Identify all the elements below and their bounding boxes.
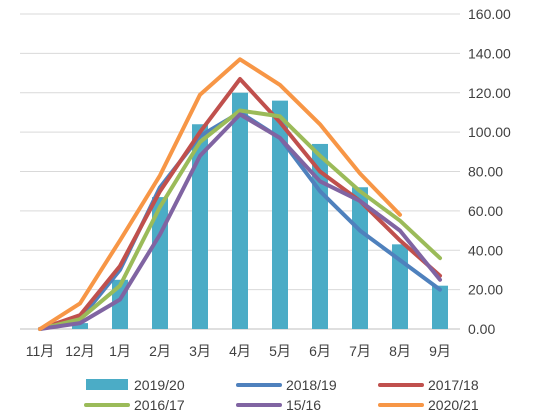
x-tick-label: 5月 — [269, 343, 291, 359]
x-tick-label: 3月 — [189, 343, 211, 359]
y-tick-label: 140.00 — [468, 45, 511, 61]
legend-label: 2016/17 — [134, 397, 185, 413]
legend-label: 2019/20 — [134, 377, 185, 393]
legend: 2019/20 2018/19 2017/18 2016/17 15/16 2020/21 — [84, 377, 479, 413]
series-line-2020-21 — [38, 57, 402, 331]
bar — [312, 143, 328, 329]
bar — [72, 323, 88, 329]
legend-item: 2017/18 — [378, 377, 479, 393]
legend-item: 15/16 — [236, 397, 321, 413]
bar — [432, 285, 448, 329]
legend-label: 2017/18 — [428, 377, 479, 393]
series-line-2016-17 — [38, 108, 442, 331]
bar — [192, 124, 208, 329]
x-axis: 11月 12月 1月 2月 3月 4月 5月 6月 7月 8月 9月 — [26, 343, 451, 359]
y-tick-label: 0.00 — [468, 321, 495, 337]
y-tick-label: 160.00 — [468, 6, 511, 22]
x-tick-label: 1月 — [109, 343, 131, 359]
legend-item: 2016/17 — [84, 397, 185, 413]
bar — [232, 92, 248, 329]
legend-swatch-bar — [86, 379, 128, 390]
bar — [272, 100, 288, 329]
x-tick-label: 4月 — [229, 343, 251, 359]
y-tick-label: 20.00 — [468, 282, 503, 298]
line-series-group — [38, 57, 442, 331]
y-tick-label: 100.00 — [468, 124, 511, 140]
series-line-15-16 — [38, 112, 442, 331]
y-tick-label: 80.00 — [468, 164, 503, 180]
x-tick-label: 11月 — [26, 343, 55, 359]
y-tick-label: 60.00 — [468, 203, 503, 219]
x-tick-label: 12月 — [65, 343, 95, 359]
legend-label: 2018/19 — [286, 377, 337, 393]
legend-item: 2020/21 — [378, 397, 479, 413]
legend-label: 15/16 — [286, 397, 321, 413]
legend-item: 2018/19 — [236, 377, 337, 393]
x-tick-label: 9月 — [429, 343, 451, 359]
x-tick-label: 8月 — [389, 343, 411, 359]
legend-item: 2019/20 — [86, 377, 185, 393]
x-tick-label: 6月 — [309, 343, 331, 359]
x-tick-label: 2月 — [149, 343, 171, 359]
y-tick-label: 120.00 — [468, 85, 511, 101]
bar — [352, 187, 368, 329]
x-tick-label: 7月 — [349, 343, 371, 359]
y-tick-label: 40.00 — [468, 242, 503, 258]
y-axis: 0.00 20.00 40.00 60.00 80.00 100.00 120.00 140.… — [468, 6, 511, 337]
legend-label: 2020/21 — [428, 397, 479, 413]
series-line-2017-18 — [38, 77, 442, 331]
